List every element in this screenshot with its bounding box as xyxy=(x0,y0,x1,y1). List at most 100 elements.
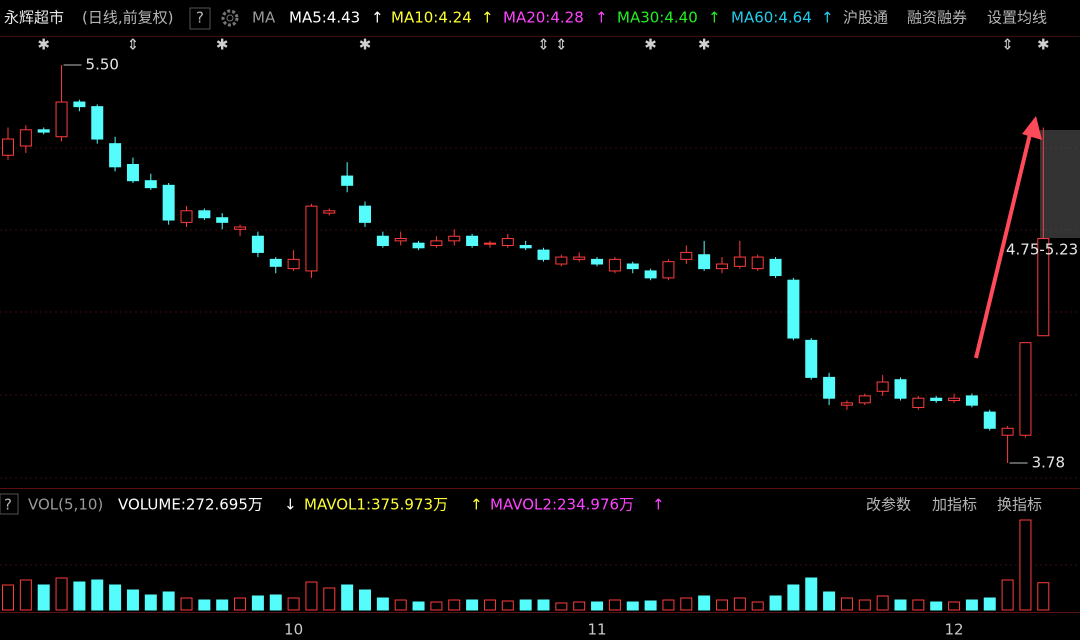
volume-bar xyxy=(501,600,514,611)
event-marker[interactable]: ✱ xyxy=(37,36,50,54)
volume-bar xyxy=(769,595,782,611)
candle-body xyxy=(965,395,978,406)
candle-body xyxy=(555,256,568,265)
help-mark: ? xyxy=(4,496,12,514)
header-item: ↑ xyxy=(821,9,834,27)
candle-body xyxy=(787,279,800,339)
gear-icon[interactable] xyxy=(221,9,239,27)
header-item: 永辉超市 xyxy=(4,9,64,27)
help-box xyxy=(189,7,211,30)
candle-body xyxy=(2,138,14,156)
candle-body xyxy=(733,256,746,267)
candle-body xyxy=(251,235,264,253)
indicator-button[interactable]: 加指标 xyxy=(932,496,977,514)
header-item: ↑ xyxy=(481,9,494,27)
indicator-button[interactable]: 换指标 xyxy=(997,496,1042,514)
candle-body xyxy=(591,258,604,265)
volume-bar xyxy=(323,587,336,611)
volume-bar xyxy=(126,589,139,611)
candle-body xyxy=(680,251,693,260)
candle-body xyxy=(840,402,853,406)
volume-bar xyxy=(37,584,50,611)
candle-body xyxy=(912,397,925,408)
candle-body xyxy=(608,258,621,272)
volume-bar xyxy=(751,601,764,611)
candle-body xyxy=(91,106,104,140)
header-item[interactable]: 设置均线 xyxy=(987,9,1047,27)
header-item: (日线,前复权) xyxy=(82,9,173,27)
header-item[interactable]: ? xyxy=(196,9,204,27)
candle-body xyxy=(394,238,407,242)
candle-body xyxy=(359,205,371,223)
volume-bar xyxy=(1037,582,1050,611)
volume-bar xyxy=(1019,519,1032,611)
candle-body xyxy=(180,210,193,223)
candle-body xyxy=(305,205,318,272)
candle-body xyxy=(448,235,461,242)
volume-bar xyxy=(109,584,122,611)
volume-bar xyxy=(91,579,104,611)
volume-bar xyxy=(698,595,711,611)
volume-bar xyxy=(483,599,496,611)
high-label: 5.50 xyxy=(86,56,119,74)
candle-body xyxy=(323,210,336,214)
x-tick-label: 12 xyxy=(945,621,964,639)
candle-body xyxy=(1037,238,1050,337)
header-item: MA30:4.40 xyxy=(617,9,698,27)
volume-bar xyxy=(787,584,800,611)
header-item: ↑ xyxy=(708,9,721,27)
event-marker[interactable]: ⇕ xyxy=(1001,36,1014,54)
candle-body xyxy=(805,339,818,378)
volume-header-item: VOLUME:272.695万 xyxy=(118,496,263,514)
event-marker[interactable]: ✱ xyxy=(1037,36,1050,54)
volume-bar xyxy=(466,599,479,611)
highlight-box xyxy=(1040,130,1080,238)
candle-body xyxy=(716,263,728,270)
candle-body xyxy=(823,376,836,399)
event-marker[interactable]: ⇕ xyxy=(127,36,140,54)
header-item[interactable]: 融资融券 xyxy=(907,9,967,27)
header-item[interactable]: 沪股通 xyxy=(843,9,888,27)
volume-bar xyxy=(608,599,621,611)
volume-bar xyxy=(144,594,157,611)
volume-bar xyxy=(341,584,354,611)
candle-body xyxy=(37,129,50,133)
event-marker[interactable]: ⇕ xyxy=(555,36,568,54)
candle-body xyxy=(948,397,961,402)
volume-bar xyxy=(251,595,264,611)
header-item: MA xyxy=(252,9,276,27)
divider xyxy=(0,612,1080,613)
event-marker[interactable]: ✱ xyxy=(216,36,229,54)
candle-body xyxy=(501,238,514,246)
event-marker[interactable]: ✱ xyxy=(359,36,372,54)
volume-bar xyxy=(198,599,211,611)
candle-body xyxy=(769,258,782,277)
volume-bar xyxy=(394,599,407,611)
volume-bar xyxy=(591,601,604,611)
candle-body xyxy=(19,129,32,147)
volume-bar xyxy=(948,601,961,611)
volume-bar xyxy=(876,595,889,611)
event-marker[interactable]: ✱ xyxy=(644,36,657,54)
volume-bar xyxy=(1001,579,1014,611)
candle-body xyxy=(698,254,711,270)
volume-bar xyxy=(537,599,550,611)
candle-body xyxy=(269,258,282,267)
header-item: MA10:4.24 xyxy=(391,9,472,27)
volume-bar xyxy=(680,597,693,611)
volume-bar xyxy=(823,591,836,611)
event-marker[interactable]: ⇕ xyxy=(537,36,550,54)
candle-body xyxy=(894,379,907,399)
candle-body xyxy=(412,242,425,249)
candle-body xyxy=(341,175,354,186)
event-marker[interactable]: ✱ xyxy=(698,36,711,54)
candle-body xyxy=(376,235,389,246)
x-tick-label: 10 xyxy=(284,621,303,639)
volume-bar xyxy=(519,599,532,611)
indicator-button[interactable]: 改参数 xyxy=(866,496,911,514)
volume-bar xyxy=(858,599,871,611)
candle-body xyxy=(519,244,532,249)
volume-bar xyxy=(805,577,818,611)
